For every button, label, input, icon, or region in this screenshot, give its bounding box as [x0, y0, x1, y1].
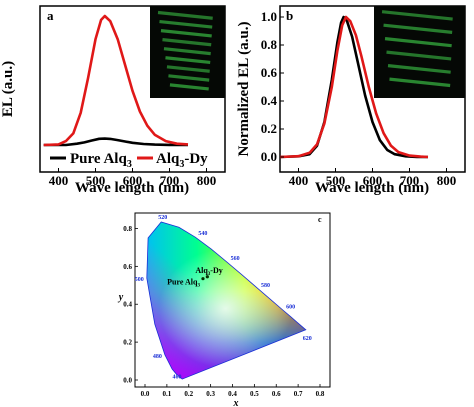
wavelength-label-560: 560 [231, 256, 240, 262]
inset-a-stripe-3 [162, 38, 212, 47]
inset-a-stripe-7 [168, 74, 210, 82]
cie-point-0 [201, 277, 205, 281]
panel-label-a: a [47, 8, 54, 23]
wavelength-label-620: 620 [303, 336, 312, 342]
cie-x-tick-label-2: 0.2 [184, 390, 193, 398]
inset-a-stripe-1 [159, 19, 213, 29]
panel-label-c: c [318, 215, 322, 224]
cie-point-label-0: Pure Alq3 [167, 278, 200, 289]
panel-b: b 400 500 600 700 800 0.0 0.2 0.4 0.6 0.8 1.0 Wav… [236, 5, 466, 196]
wavelength-label-580: 580 [261, 283, 270, 289]
wavelength-label-520: 520 [158, 215, 167, 221]
legend-label-doped: Alq3-Dy [156, 151, 208, 170]
panel-a: a 400 500 600 700 800 Wave length (nm) EL (a… [0, 5, 226, 196]
wavelength-label-500: 500 [135, 277, 144, 283]
series-group-a [43, 14, 189, 147]
inset-photo-b [374, 6, 465, 98]
inset-a-stripe-4 [163, 47, 211, 56]
x-tick-label-3: 700 [400, 173, 420, 188]
spectral-locus [146, 221, 307, 380]
x-axis-label-b: Wave length (nm) [315, 180, 429, 196]
cie-x-tick-label-7: 0.7 [294, 390, 303, 398]
cie-x-tick-label-3: 0.3 [206, 390, 215, 398]
wavelength-label-540: 540 [198, 231, 207, 237]
panel-label-b: b [286, 8, 293, 23]
series-line-1 [43, 14, 189, 147]
x-tick-label-4: 800 [197, 173, 217, 188]
y-axis-label-a: EL (a.u.) [0, 61, 16, 117]
y-tick-label-4: 0.8 [261, 37, 278, 52]
inset-b-stripe-0 [381, 10, 453, 21]
inset-b-stripe-4 [387, 64, 451, 74]
cie-x-tick-label-4: 0.4 [228, 390, 237, 398]
cie-x-tick-label-6: 0.6 [272, 390, 281, 398]
cie-x-tick-label-0: 0.0 [141, 390, 150, 398]
cie-point-1 [205, 275, 209, 279]
y-tick-label-5: 1.0 [261, 9, 277, 24]
cie-y-tick-label-3: 0.6 [123, 263, 132, 271]
cie-x-tick-label-8: 0.8 [316, 390, 325, 398]
x-tick-label-4: 800 [437, 173, 457, 188]
cie-x-tick-label-5: 0.5 [250, 390, 259, 398]
inset-b-stripe-5 [389, 77, 451, 88]
inset-a-stripe-2 [160, 29, 212, 38]
cie-x-tick-label-1: 0.1 [163, 390, 172, 398]
cie-y-tick-label-4: 0.8 [123, 225, 132, 233]
inset-photo-a [150, 6, 225, 98]
inset-b-stripe-2 [384, 37, 452, 48]
inset-a-stripe-5 [165, 56, 211, 65]
x-tick-label-1: 500 [86, 173, 106, 188]
y-tick-label-3: 0.6 [261, 65, 278, 80]
y-tick-label-0: 0.0 [261, 149, 277, 164]
inset-b-stripe-1 [383, 23, 453, 34]
y-axis-label-c: y [118, 292, 124, 303]
x-tick-label-2: 600 [123, 173, 143, 188]
cie-y-tick-label-2: 0.4 [123, 301, 132, 309]
x-tick-label-2: 600 [363, 173, 383, 188]
x-tick-label-1: 500 [326, 173, 346, 188]
legend-label-pure: Pure Alq3 [70, 151, 132, 170]
x-axis-label-a: Wave length (nm) [75, 180, 189, 196]
x-tick-label-3: 700 [160, 173, 180, 188]
y-axis-label-b: Normalized EL (a.u.) [236, 22, 252, 157]
cie-point-label-1: Alq3-Dy [195, 266, 222, 277]
inset-a-stripe-8 [169, 83, 209, 91]
inset-a-stripe-6 [166, 65, 210, 73]
cie-ticks: 0.0 0.1 0.2 0.3 0.4 0.5 0.6 0.7 0.8 0.0 0.2 0.4 0.6 0… [123, 225, 325, 398]
wavelength-label-480: 480 [153, 354, 162, 360]
cie-y-tick-label-1: 0.2 [123, 339, 132, 347]
series-line-1 [279, 15, 429, 159]
wavelength-labels: 460 480 500 520 540 560 580 600 620 [135, 215, 312, 380]
wavelength-label-460: 460 [173, 374, 182, 380]
y-ticks-b: 0.0 0.2 0.4 0.6 0.8 1.0 [261, 9, 284, 164]
y-tick-label-2: 0.4 [261, 93, 278, 108]
x-tick-label-0: 400 [289, 173, 309, 188]
x-ticks-b: 400 500 600 700 800 [289, 168, 457, 188]
x-ticks-a: 400 500 600 700 800 [49, 168, 217, 188]
inset-a-stripe-0 [157, 10, 213, 20]
x-tick-label-0: 400 [49, 173, 69, 188]
cie-color-gamut [146, 222, 306, 380]
cie-y-tick-label-0: 0.0 [123, 377, 132, 385]
legend-a: Pure Alq3 Alq3-Dy [50, 151, 208, 170]
x-axis-label-c: x [233, 398, 239, 407]
wavelength-label-600: 600 [286, 305, 295, 311]
series-group-b [279, 15, 429, 159]
inset-b-stripe-3 [386, 50, 452, 61]
y-tick-label-1: 0.2 [261, 121, 277, 136]
series-line-0 [43, 137, 189, 147]
